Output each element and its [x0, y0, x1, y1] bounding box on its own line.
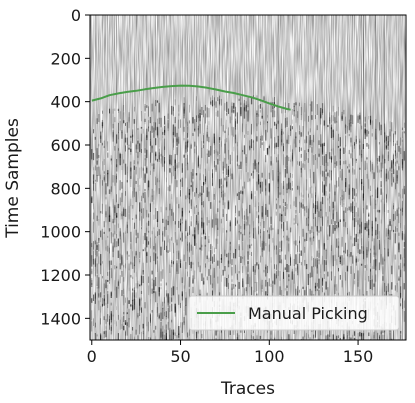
seismic-traces	[91, 15, 405, 340]
x-tick-label: 50	[170, 347, 190, 366]
legend-box	[188, 295, 400, 331]
y-axis-label: Time Samples	[3, 118, 23, 239]
legend: Manual Picking	[188, 295, 400, 331]
x-axis-label: Traces	[220, 379, 275, 399]
plot-frame	[89, 14, 407, 341]
series-line-manual-picking	[91, 84, 291, 111]
legend-label-manual-picking: Manual Picking	[248, 304, 368, 323]
y-tick-label: 200	[50, 49, 81, 68]
y-tick-label: 600	[50, 136, 81, 155]
plot-area	[89, 14, 407, 341]
x-tick-label: 150	[343, 347, 374, 366]
y-tick-label: 0	[71, 6, 81, 25]
y-axis: 0 200 400 600 800 1000 1200 1400	[40, 6, 90, 328]
x-axis: 0 50 100 150	[87, 340, 374, 366]
x-tick-label: 100	[254, 347, 285, 366]
series-layer	[91, 84, 291, 111]
y-tick-label: 800	[50, 179, 81, 198]
seismic-texture	[90, 15, 406, 340]
y-tick-label: 1400	[40, 309, 81, 328]
x-tick-label: 0	[87, 347, 97, 366]
y-tick-label: 1000	[40, 223, 81, 242]
y-tick-label: 1200	[40, 266, 81, 285]
y-tick-label: 400	[50, 93, 81, 112]
